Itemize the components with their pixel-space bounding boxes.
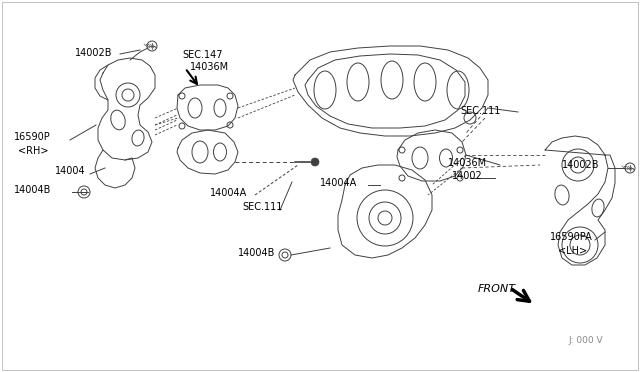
- Text: J: 000 V: J: 000 V: [568, 336, 603, 345]
- Text: 14004A: 14004A: [320, 178, 357, 188]
- Text: 14002B: 14002B: [75, 48, 113, 58]
- Text: 14036M: 14036M: [190, 62, 229, 72]
- Text: 14002B: 14002B: [562, 160, 600, 170]
- Text: 14004B: 14004B: [14, 185, 51, 195]
- Text: <RH>: <RH>: [18, 146, 49, 156]
- Text: 14002: 14002: [452, 171, 483, 181]
- Text: 16590PA: 16590PA: [550, 232, 593, 242]
- Text: SEC.111: SEC.111: [242, 202, 282, 212]
- Text: SEC.147: SEC.147: [182, 50, 223, 60]
- Circle shape: [311, 158, 319, 166]
- Text: 14036M: 14036M: [448, 158, 487, 168]
- Text: FRONT: FRONT: [478, 284, 516, 294]
- Text: 16590P: 16590P: [14, 132, 51, 142]
- Text: 14004B: 14004B: [238, 248, 275, 258]
- Text: SEC.111: SEC.111: [460, 106, 500, 116]
- Text: <LH>: <LH>: [558, 246, 587, 256]
- Text: 14004A: 14004A: [210, 188, 247, 198]
- Text: 14004: 14004: [55, 166, 86, 176]
